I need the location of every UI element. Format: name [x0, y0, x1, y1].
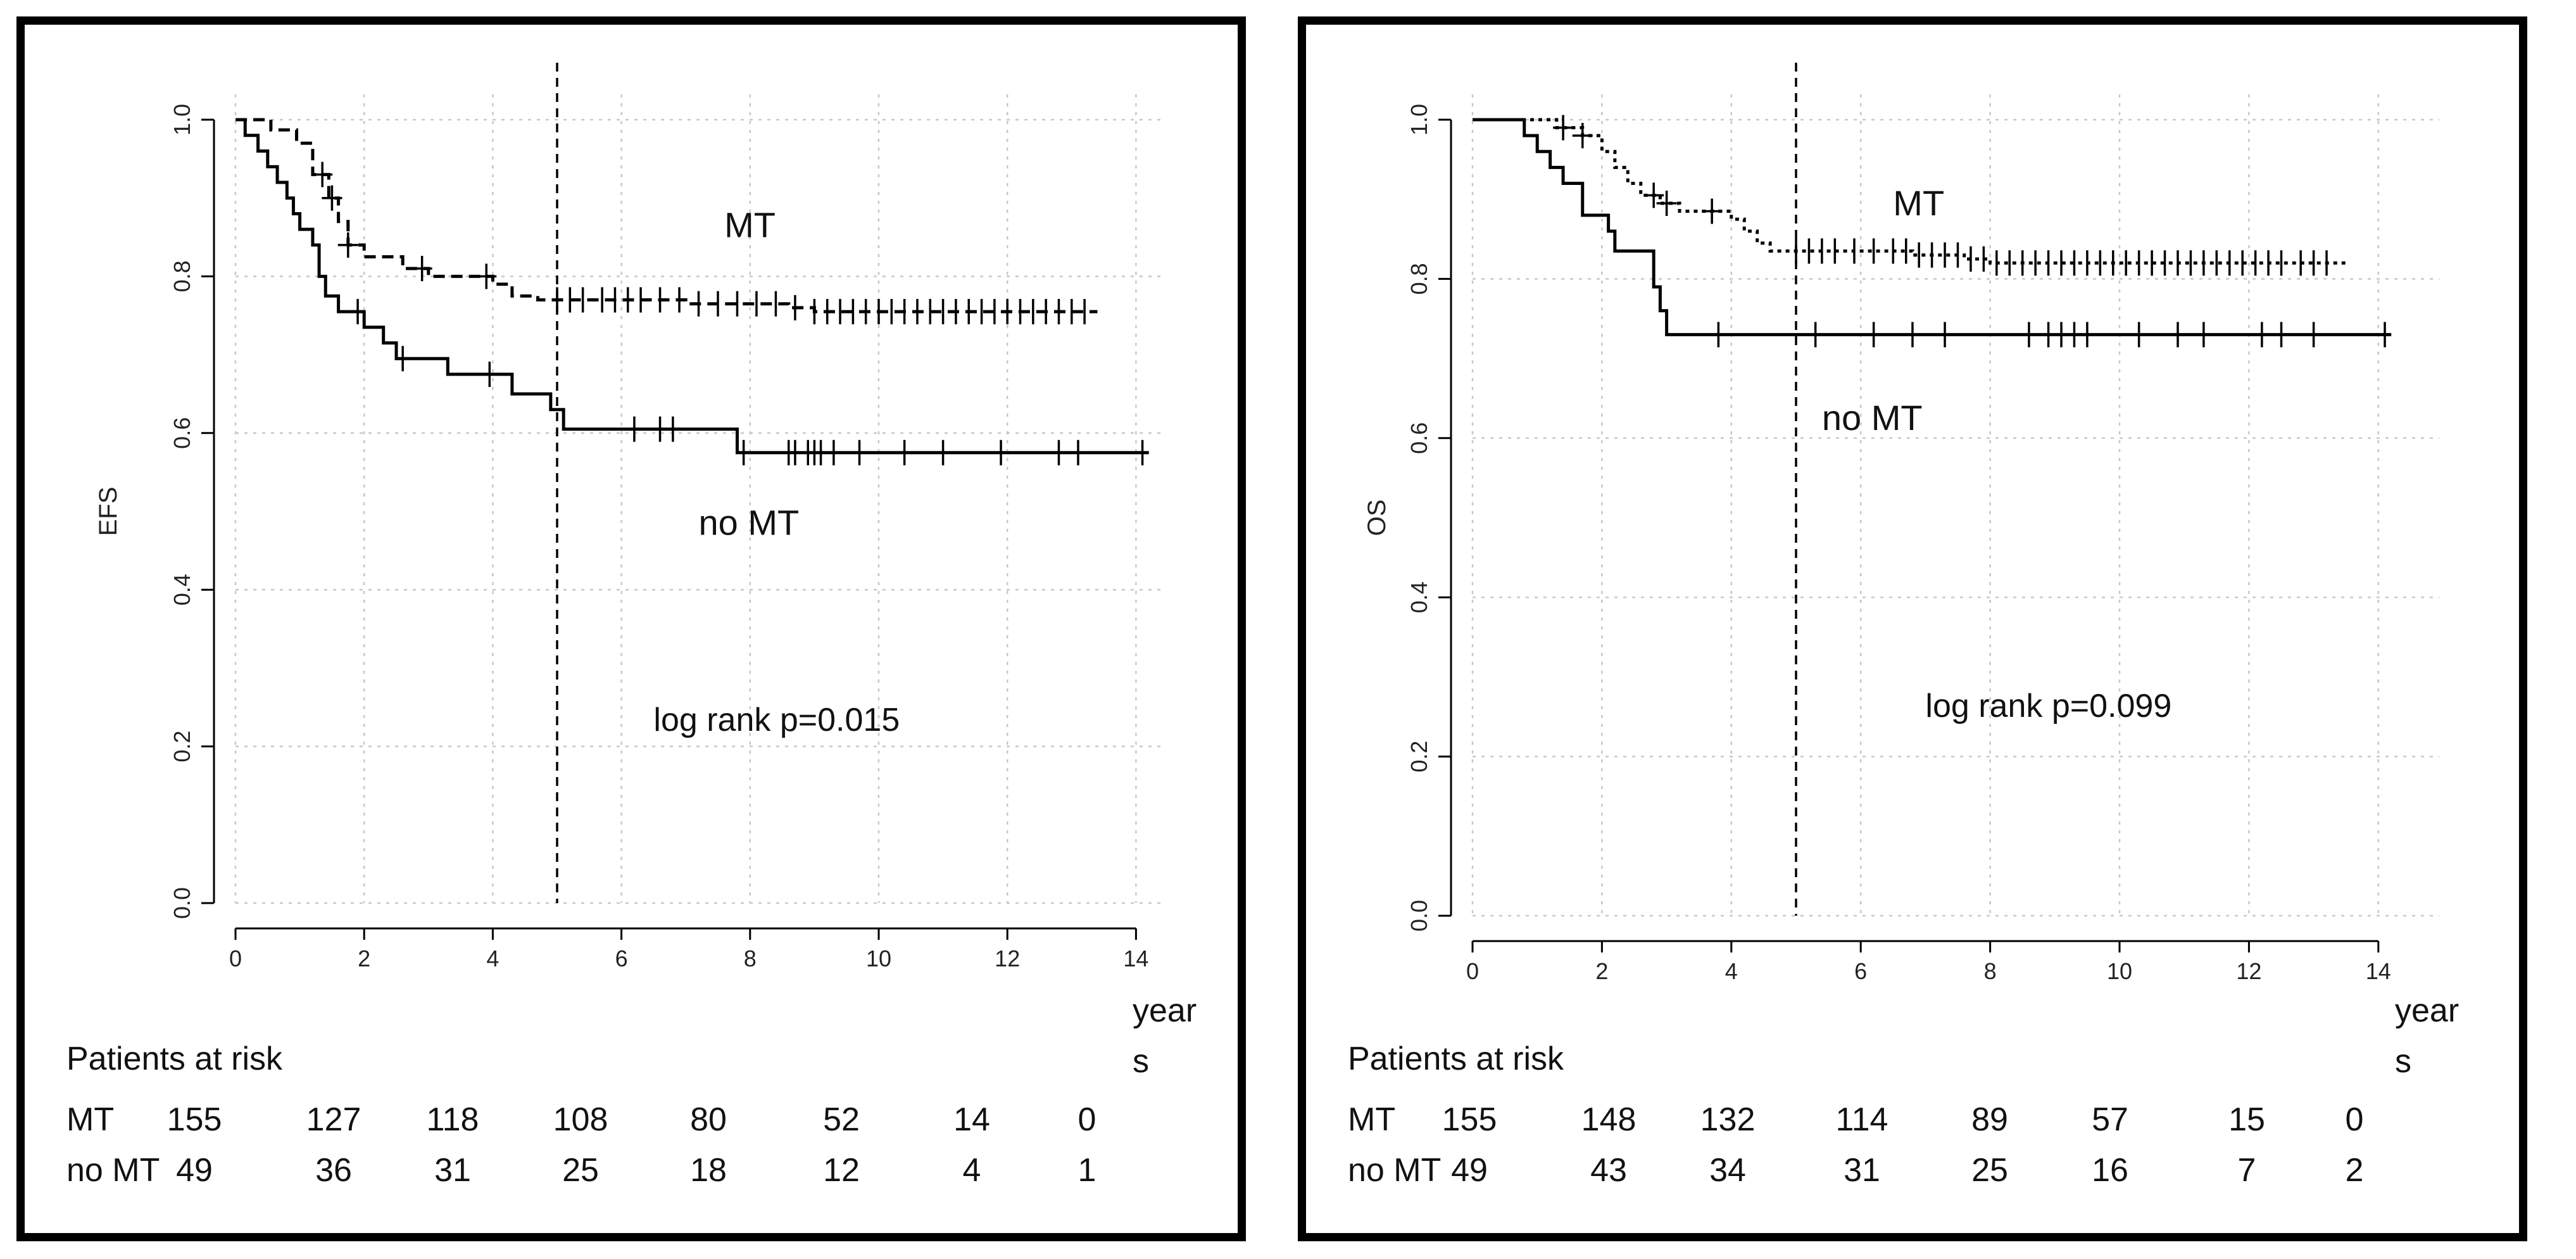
x-tick-label: 6: [615, 946, 628, 971]
x-axis-title-cont: s: [2395, 1043, 2411, 1080]
x-tick-label: 14: [1123, 946, 1148, 971]
x-tick-label: 0: [229, 946, 242, 971]
km-curve-no-mt: [236, 118, 1149, 455]
risk-value: 132: [1700, 1101, 1756, 1138]
y-tick-label: 0.4: [1406, 581, 1432, 613]
risk-value: 80: [690, 1101, 727, 1138]
risk-value: 12: [823, 1152, 860, 1189]
risk-value: 57: [2092, 1101, 2128, 1138]
risk-row-label: no MT: [66, 1152, 160, 1189]
chart-annotation: MT: [724, 205, 776, 245]
x-tick-label: 6: [1854, 958, 1867, 984]
y-tick-label: 0.2: [169, 731, 195, 762]
y-tick-label: 0.8: [1406, 263, 1432, 294]
risk-value: 31: [434, 1152, 471, 1189]
x-tick-label: 0: [1466, 958, 1479, 984]
risk-value: 34: [1709, 1152, 1746, 1189]
risk-value: 25: [562, 1152, 599, 1189]
risk-value: 31: [1844, 1152, 1880, 1189]
chart-annotation: log rank p=0.015: [653, 702, 900, 738]
chart-annotation: log rank p=0.099: [1925, 688, 2171, 724]
y-tick-label: 0.6: [1406, 422, 1432, 454]
risk-value: 7: [2238, 1152, 2256, 1189]
risk-value: 148: [1581, 1101, 1637, 1138]
chart-annotation: no MT: [1822, 398, 1923, 438]
x-tick-label: 4: [1725, 958, 1738, 984]
y-tick-label: 0.2: [1406, 741, 1432, 773]
y-tick-label: 1.0: [169, 104, 195, 136]
chart-annotation: MT: [1893, 183, 1944, 223]
risk-value: 89: [1971, 1101, 2008, 1138]
y-tick-label: 0.0: [169, 887, 195, 919]
x-tick-label: 8: [744, 946, 757, 971]
risk-value: 4: [963, 1152, 981, 1189]
risk-row-label: MT: [66, 1101, 114, 1138]
x-tick-label: 12: [995, 946, 1020, 971]
risk-value: 108: [553, 1101, 608, 1138]
risk-value: 52: [823, 1101, 860, 1138]
risk-value: 36: [315, 1152, 352, 1189]
risk-row-label: MT: [1348, 1101, 1395, 1138]
x-tick-label: 10: [866, 946, 891, 971]
x-tick-label: 10: [2107, 958, 2132, 984]
x-tick-label: 4: [486, 946, 499, 971]
risk-table-title: Patients at risk: [66, 1041, 283, 1077]
x-tick-label: 8: [1984, 958, 1997, 984]
x-tick-label: 12: [2236, 958, 2261, 984]
x-axis-title: year: [1133, 992, 1197, 1029]
x-axis-title: year: [2395, 992, 2459, 1029]
km-curve-no-mt: [1473, 118, 2392, 336]
risk-value: 49: [1451, 1152, 1488, 1189]
risk-value: 49: [176, 1152, 213, 1189]
efs-chart: 0.00.20.40.60.81.00 2 4 6 8 10 12 14EFSyearsMTn…: [66, 63, 1197, 1189]
risk-value: 127: [306, 1101, 361, 1138]
risk-value: 155: [167, 1101, 222, 1138]
risk-value: 43: [1590, 1152, 1627, 1189]
risk-row-label: no MT: [1348, 1152, 1441, 1189]
x-tick-label: 2: [1595, 958, 1608, 984]
os-panel: 0.0 0.2 0.4 0.6 0.8 1.0 0 2 4 6 8 10 12 14 OS year s MT no…: [1298, 16, 2527, 1241]
risk-value: 16: [2092, 1152, 2128, 1189]
risk-value: 18: [690, 1152, 727, 1189]
risk-table-title: Patients at risk: [1348, 1041, 1564, 1077]
risk-value: 1: [1078, 1152, 1096, 1189]
os-chart: 0.0 0.2 0.4 0.6 0.8 1.0 0 2 4 6 8 10 12 14 OS year s MT no…: [1348, 63, 2459, 1189]
km-curve-mt: [236, 118, 1098, 313]
y-tick-label: 0.8: [169, 260, 195, 292]
risk-value: 15: [2228, 1101, 2265, 1138]
risk-value: 14: [953, 1101, 990, 1138]
risk-value: 25: [1971, 1152, 2008, 1189]
y-axis-title: OS: [1363, 500, 1391, 536]
risk-value: 0: [2346, 1101, 2364, 1138]
chart-annotation: no MT: [699, 503, 800, 543]
y-axis-title: EFS: [94, 487, 122, 536]
x-tick-label: 14: [2366, 958, 2391, 984]
risk-value: 118: [427, 1101, 479, 1138]
risk-value: 0: [1078, 1101, 1096, 1138]
risk-value: 155: [1442, 1101, 1497, 1138]
y-tick-label: 1.0: [1406, 104, 1432, 136]
x-axis-title-cont: s: [1133, 1043, 1149, 1080]
y-tick-label: 0.6: [169, 417, 195, 449]
efs-panel: 0.0 0.2 0.4 0.6 0.8 1.0 0 2 4 6 8 10 12 14 EFS year s MT n…: [16, 16, 1246, 1241]
risk-value: 2: [2346, 1152, 2364, 1189]
x-tick-label: 2: [358, 946, 370, 971]
y-tick-label: 0.4: [169, 574, 195, 605]
y-tick-label: 0.0: [1406, 900, 1432, 932]
risk-value: 114: [1836, 1101, 1888, 1138]
